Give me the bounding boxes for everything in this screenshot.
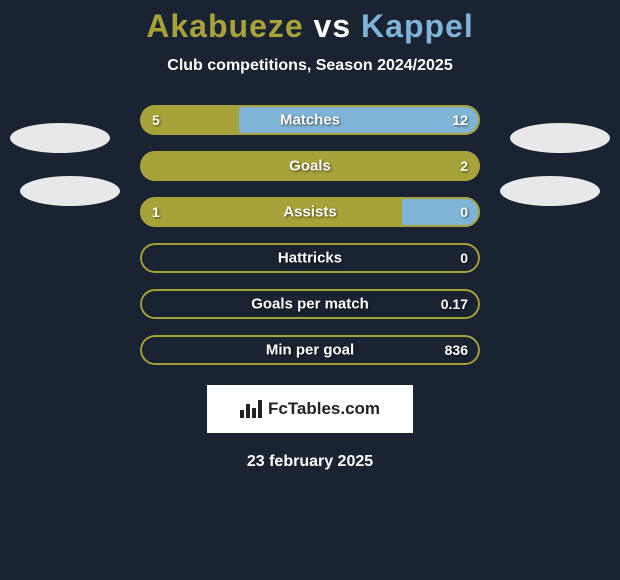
bar-value-right: 2: [460, 158, 468, 174]
bar-label: Hattricks: [278, 250, 342, 267]
bar-label: Goals per match: [251, 296, 369, 313]
bar-value-right: 836: [445, 342, 468, 358]
player2-name: Kappel: [361, 8, 474, 44]
brand-box[interactable]: FcTables.com: [207, 385, 413, 433]
stat-row: Goals 2: [140, 151, 480, 181]
vs-text: vs: [314, 8, 352, 44]
bar-value-right: 0: [460, 250, 468, 266]
bar-value-left: 1: [152, 204, 160, 220]
bar-fill-right: [239, 105, 480, 135]
date-text: 23 february 2025: [0, 453, 620, 471]
stat-row: Assists 1 0: [140, 197, 480, 227]
stat-row: Goals per match 0.17: [140, 289, 480, 319]
player1-name: Akabueze: [146, 8, 303, 44]
bar-fill-left: [140, 197, 402, 227]
stat-row: Min per goal 836: [140, 335, 480, 365]
bar-value-left: 5: [152, 112, 160, 128]
stat-bars: Matches 5 12 Goals 2 Assists 1 0 Hattricks 0 Goals…: [140, 105, 480, 365]
bar-label: Goals: [289, 158, 331, 175]
left-badge-1: [10, 123, 110, 153]
page-title: Akabueze vs Kappel: [0, 8, 620, 45]
stat-row: Hattricks 0: [140, 243, 480, 273]
subtitle: Club competitions, Season 2024/2025: [0, 57, 620, 75]
bar-fill-right: [402, 197, 480, 227]
brand-text: FcTables.com: [268, 399, 380, 419]
stat-row: Matches 5 12: [140, 105, 480, 135]
bar-label: Assists: [283, 204, 336, 221]
bar-value-right: 0.17: [441, 296, 468, 312]
bar-value-right: 12: [452, 112, 468, 128]
bar-label: Matches: [280, 112, 340, 129]
bar-value-right: 0: [460, 204, 468, 220]
bar-label: Min per goal: [266, 342, 354, 359]
comparison-widget: Akabueze vs Kappel Club competitions, Se…: [0, 0, 620, 471]
brand-bars-icon: [240, 400, 262, 418]
left-badge-2: [20, 176, 120, 206]
right-badge-2: [500, 176, 600, 206]
right-badge-1: [510, 123, 610, 153]
